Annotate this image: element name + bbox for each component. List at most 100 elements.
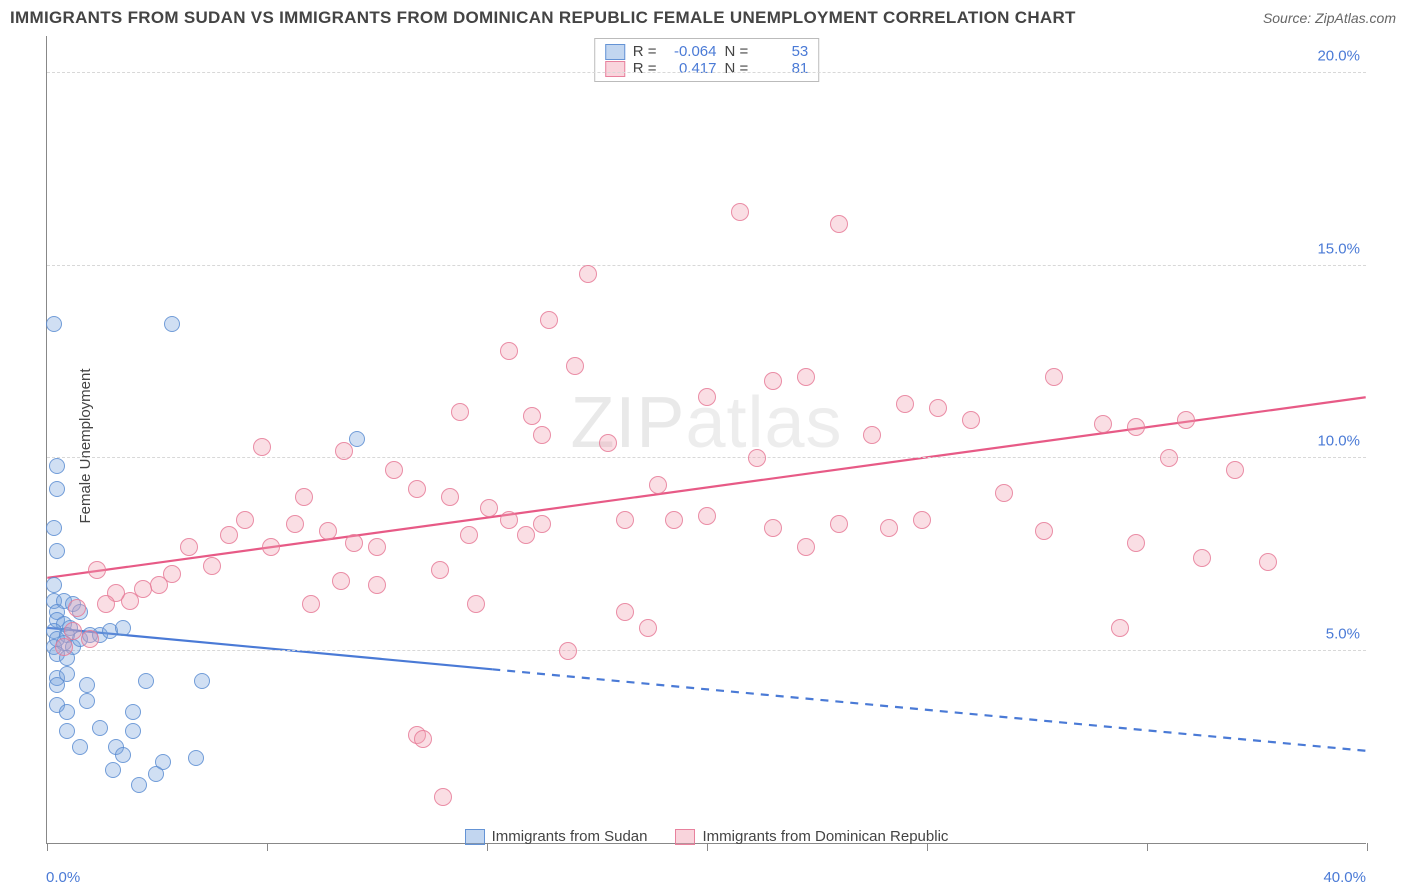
data-point: [500, 511, 518, 529]
r-label: R =: [633, 60, 657, 77]
legend-label-2: Immigrants from Dominican Republic: [702, 828, 948, 845]
data-point: [579, 265, 597, 283]
data-point: [319, 522, 337, 540]
source-label: Source: ZipAtlas.com: [1263, 10, 1396, 26]
swatch-blue-icon: [605, 44, 625, 60]
data-point: [253, 438, 271, 456]
data-point: [335, 442, 353, 460]
data-point: [830, 215, 848, 233]
data-point: [1045, 368, 1063, 386]
data-point: [764, 519, 782, 537]
data-point: [797, 538, 815, 556]
x-tick: [267, 843, 268, 851]
data-point: [115, 620, 131, 636]
data-point: [332, 572, 350, 590]
r-value-2: 0.417: [665, 60, 717, 77]
data-point: [1127, 418, 1145, 436]
data-point: [962, 411, 980, 429]
data-point: [863, 426, 881, 444]
legend-label-1: Immigrants from Sudan: [492, 828, 648, 845]
data-point: [408, 480, 426, 498]
data-point: [431, 561, 449, 579]
x-tick: [487, 843, 488, 851]
data-point: [797, 368, 815, 386]
data-point: [286, 515, 304, 533]
data-point: [523, 407, 541, 425]
data-point: [830, 515, 848, 533]
data-point: [164, 316, 180, 332]
data-point: [929, 399, 947, 417]
data-point: [1111, 619, 1129, 637]
data-point: [349, 431, 365, 447]
legend-item-2: Immigrants from Dominican Republic: [675, 828, 948, 845]
data-point: [414, 730, 432, 748]
data-point: [194, 673, 210, 689]
data-point: [97, 595, 115, 613]
stats-row-1: R = -0.064 N = 53: [605, 43, 809, 60]
data-point: [220, 526, 238, 544]
n-value-2: 81: [756, 60, 808, 77]
data-point: [131, 777, 147, 793]
data-point: [368, 576, 386, 594]
data-point: [49, 677, 65, 693]
data-point: [1127, 534, 1145, 552]
data-point: [460, 526, 478, 544]
data-point: [896, 395, 914, 413]
data-point: [533, 426, 551, 444]
data-point: [180, 538, 198, 556]
swatch-pink-icon: [675, 829, 695, 845]
data-point: [880, 519, 898, 537]
data-point: [1094, 415, 1112, 433]
bottom-legend: Immigrants from Sudan Immigrants from Do…: [47, 822, 1366, 845]
stats-box: R = -0.064 N = 53 R = 0.417 N = 81: [594, 38, 820, 82]
data-point: [649, 476, 667, 494]
data-point: [559, 642, 577, 660]
chart-title: IMMIGRANTS FROM SUDAN VS IMMIGRANTS FROM…: [10, 8, 1076, 28]
data-point: [72, 739, 88, 755]
data-point: [88, 561, 106, 579]
x-tick-label-right: 40.0%: [1323, 869, 1366, 886]
data-point: [731, 203, 749, 221]
x-tick: [927, 843, 928, 851]
data-point: [1193, 549, 1211, 567]
data-point: [1160, 449, 1178, 467]
x-tick: [1147, 843, 1148, 851]
data-point: [665, 511, 683, 529]
data-point: [68, 599, 86, 617]
trend-lines: [47, 36, 1366, 843]
data-point: [188, 750, 204, 766]
x-tick: [707, 843, 708, 851]
y-tick-label: 15.0%: [1317, 240, 1360, 257]
data-point: [566, 357, 584, 375]
data-point: [639, 619, 657, 637]
swatch-blue-icon: [465, 829, 485, 845]
y-tick-label: 20.0%: [1317, 48, 1360, 65]
data-point: [46, 520, 62, 536]
data-point: [79, 693, 95, 709]
gridline: [47, 650, 1366, 651]
data-point: [59, 723, 75, 739]
data-point: [150, 576, 168, 594]
data-point: [698, 388, 716, 406]
data-point: [49, 543, 65, 559]
data-point: [385, 461, 403, 479]
x-tick: [47, 843, 48, 851]
data-point: [913, 511, 931, 529]
stats-row-2: R = 0.417 N = 81: [605, 60, 809, 77]
data-point: [1177, 411, 1195, 429]
data-point: [81, 630, 99, 648]
x-tick: [1367, 843, 1368, 851]
data-point: [345, 534, 363, 552]
data-point: [764, 372, 782, 390]
data-point: [533, 515, 551, 533]
r-value-1: -0.064: [665, 43, 717, 60]
n-label: N =: [725, 43, 749, 60]
gridline: [47, 265, 1366, 266]
data-point: [79, 677, 95, 693]
title-bar: IMMIGRANTS FROM SUDAN VS IMMIGRANTS FROM…: [10, 8, 1396, 28]
data-point: [46, 316, 62, 332]
n-label: N =: [725, 60, 749, 77]
data-point: [1259, 553, 1277, 571]
data-point: [203, 557, 221, 575]
data-point: [49, 458, 65, 474]
